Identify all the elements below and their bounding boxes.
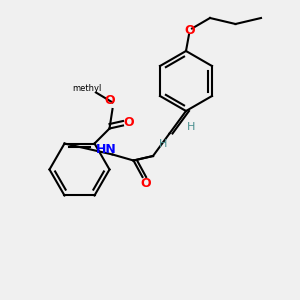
Text: methyl: methyl — [72, 84, 102, 93]
Text: O: O — [184, 24, 195, 38]
Text: O: O — [124, 116, 134, 129]
Text: H: H — [187, 122, 196, 133]
Text: H: H — [159, 139, 167, 149]
Text: HN: HN — [95, 142, 116, 156]
Text: O: O — [105, 94, 116, 107]
Text: O: O — [141, 177, 152, 190]
